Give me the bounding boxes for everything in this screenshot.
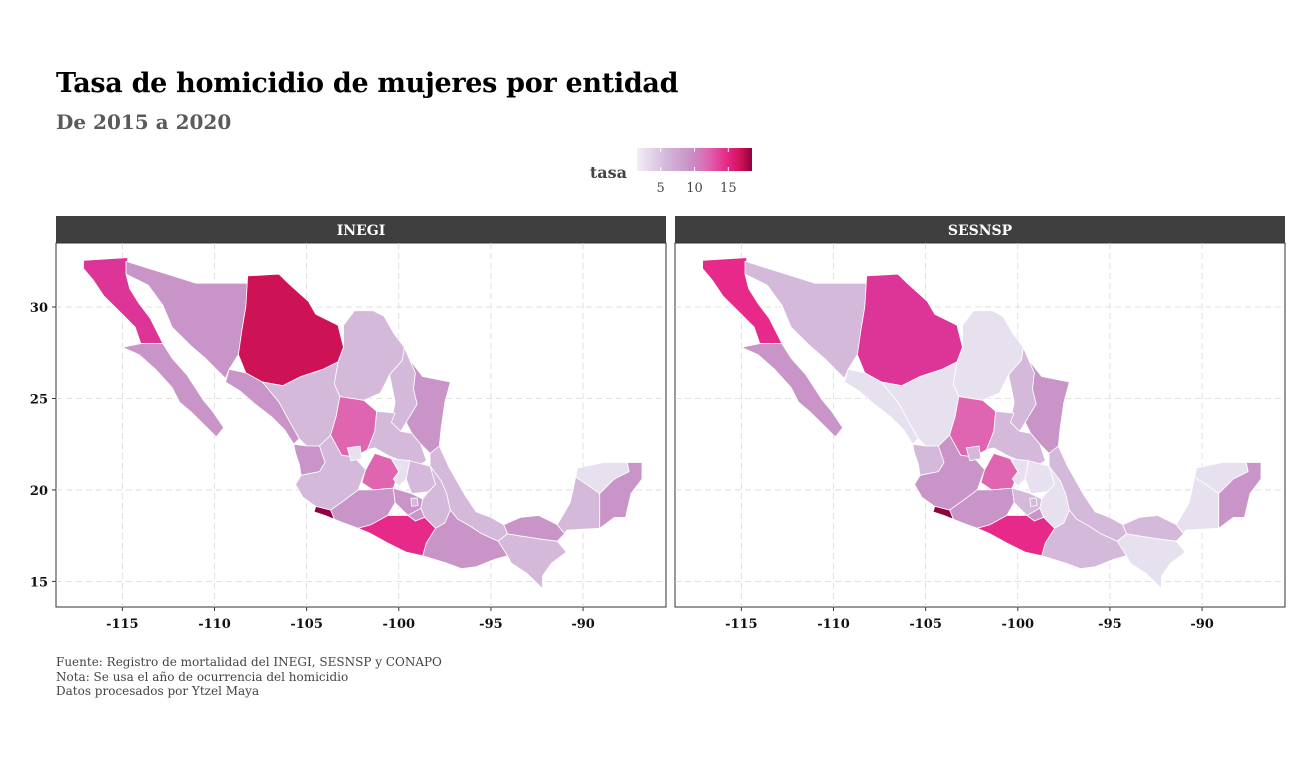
state-colima bbox=[313, 506, 335, 520]
legend-tick-label: 5 bbox=[657, 181, 665, 196]
caption-source: Fuente: Registro de mortalidad del INEGI… bbox=[56, 655, 442, 669]
y-tick-label: 20 bbox=[30, 484, 48, 499]
x-tick-label: -95 bbox=[479, 617, 503, 632]
caption: Fuente: Registro de mortalidad del INEGI… bbox=[56, 655, 442, 699]
caption-credit: Datos procesados por Ytzel Maya bbox=[56, 684, 260, 698]
x-tick-label: -100 bbox=[1002, 617, 1035, 632]
y-tick-label: 30 bbox=[30, 301, 48, 316]
state-colima bbox=[932, 506, 954, 520]
state-baja-california-sur bbox=[121, 343, 225, 438]
x-tick-label: -105 bbox=[290, 617, 323, 632]
chart-title: Tasa de homicidio de mujeres por entidad bbox=[56, 68, 679, 99]
legend-tick-label: 15 bbox=[720, 181, 737, 196]
x-tick-label: -115 bbox=[725, 617, 758, 632]
panel-inegi: INEGI bbox=[55, 216, 667, 608]
x-tick-label: -115 bbox=[106, 617, 139, 632]
legend-title: tasa bbox=[590, 163, 627, 182]
strip-inegi bbox=[56, 216, 666, 243]
state-aguascalientes bbox=[965, 445, 982, 462]
caption-note: Nota: Se usa el año de ocurrencia del ho… bbox=[56, 669, 349, 684]
color-legend: tasa 5 10 15 bbox=[590, 148, 752, 196]
state-tamaulipas bbox=[1024, 359, 1070, 454]
state-michoacan bbox=[949, 487, 1015, 529]
chart-subtitle: De 2015 a 2020 bbox=[56, 110, 232, 134]
x-tick-label: -110 bbox=[817, 617, 850, 632]
y-tick-label: 25 bbox=[30, 392, 48, 407]
x-tick-label: -95 bbox=[1098, 617, 1122, 632]
map-figure: tasa 5 10 15 INEGI SESNSP -115 -110 -105 -100… bbox=[30, 148, 1286, 632]
state-quintana-roo bbox=[1218, 462, 1262, 529]
state-quintana-roo bbox=[599, 462, 643, 529]
state-michoacan bbox=[330, 487, 396, 529]
state-san-luis-potosi bbox=[986, 410, 1046, 467]
y-tick-label: 15 bbox=[30, 575, 48, 590]
legend-colorbar bbox=[637, 148, 752, 171]
state-cdmx bbox=[410, 497, 419, 507]
state-aguascalientes bbox=[346, 445, 363, 462]
state-san-luis-potosi bbox=[367, 410, 427, 467]
state-tabasco bbox=[1122, 515, 1184, 542]
state-tabasco bbox=[503, 515, 565, 542]
x-tick-label: -90 bbox=[571, 617, 595, 632]
state-cdmx bbox=[1029, 497, 1038, 507]
x-tick-label: -110 bbox=[198, 617, 231, 632]
panel-sesnsp: SESNSP bbox=[674, 216, 1286, 608]
x-tick-label: -90 bbox=[1190, 617, 1214, 632]
strip-label-inegi: INEGI bbox=[337, 223, 386, 239]
strip-sesnsp bbox=[675, 216, 1285, 243]
x-tick-label: -100 bbox=[383, 617, 416, 632]
state-baja-california-sur bbox=[740, 343, 844, 438]
x-tick-label: -105 bbox=[909, 617, 942, 632]
strip-label-sesnsp: SESNSP bbox=[948, 223, 1013, 239]
state-tamaulipas bbox=[405, 359, 451, 454]
legend-tick-label: 10 bbox=[686, 181, 703, 196]
